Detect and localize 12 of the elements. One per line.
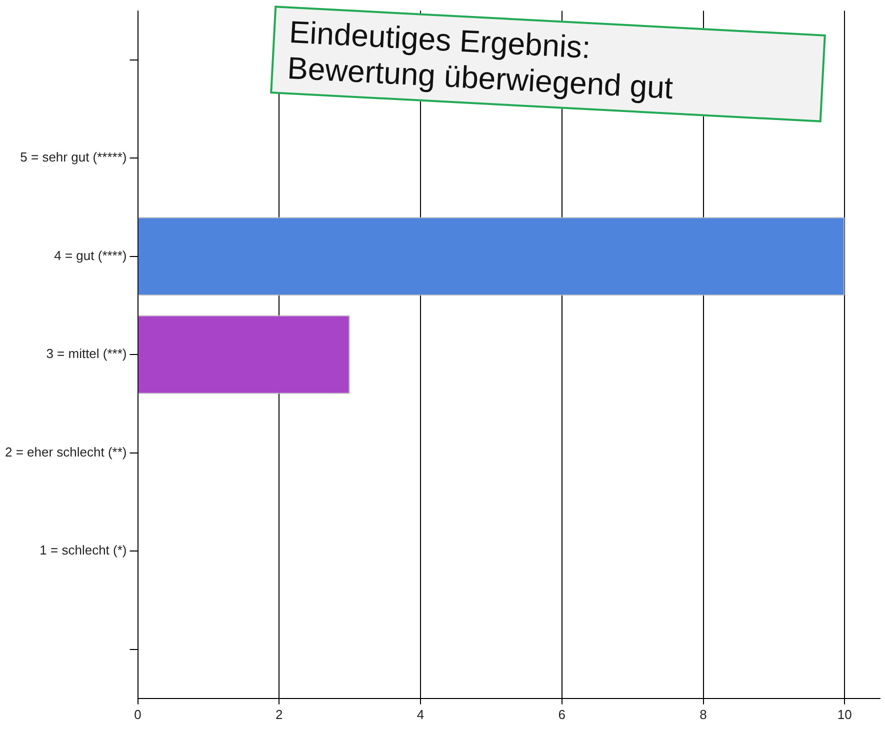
y-tick-label: 2 = eher schlecht (**) xyxy=(4,444,127,460)
x-tick-label: 10 xyxy=(837,706,852,722)
text: Eindeutiges Ergebnis: Bewertung überwiegend gut xyxy=(270,6,826,122)
y-tick-label: 3 = mittel (***) xyxy=(46,346,127,362)
x-tick-label: 4 xyxy=(416,706,424,722)
x-tick-label: 6 xyxy=(558,706,566,722)
y-tick-label: 5 = sehr gut (*****) xyxy=(20,150,127,165)
x-tick-label: 8 xyxy=(700,706,707,722)
y-tick-label: 4 = gut (****) xyxy=(54,248,127,263)
y-tick-label: 1 = schlecht (*) xyxy=(40,542,127,558)
x-tick-label: 2 xyxy=(276,706,283,722)
x-tick-label: 0 xyxy=(134,706,142,722)
